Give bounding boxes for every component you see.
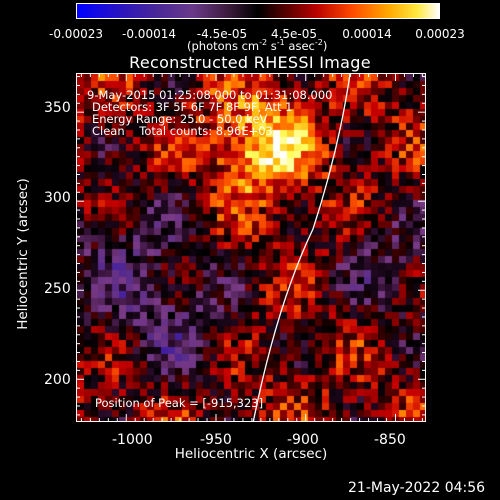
heatmap-image xyxy=(77,74,425,421)
y-axis-label: Heliocentric Y (arcsec) xyxy=(15,178,31,330)
colorbar xyxy=(76,3,440,19)
x-axis-label: Heliocentric X (arcsec) xyxy=(174,446,328,462)
colorbar-tick: 4.5e-05 xyxy=(270,27,318,41)
x-tick-label: -950 xyxy=(200,432,232,448)
solar-limb-line xyxy=(252,74,351,421)
x-tick-label: -1000 xyxy=(112,432,153,448)
units-sup: -1 xyxy=(276,38,285,47)
colorbar-tick: -4.5e-05 xyxy=(196,27,248,41)
time-range-label: 9-May-2015 01:25:08.000 to 01:31:08.000 xyxy=(87,88,333,102)
units-text: asec xyxy=(284,38,315,53)
y-tick-label: 200 xyxy=(44,372,71,388)
x-tick-label: -900 xyxy=(287,432,319,448)
colorbar-tick: -0.00023 xyxy=(49,27,103,41)
footer-timestamp: 21-May-2022 04:56 xyxy=(348,480,486,496)
image-title: Reconstructed RHESSI Image xyxy=(129,53,371,72)
plot-area: 9-May-2015 01:25:08.000 to 01:31:08.000 … xyxy=(76,73,426,422)
x-tick-label: -850 xyxy=(374,432,406,448)
units-text: (photons cm xyxy=(187,38,260,53)
units-text: s xyxy=(267,38,277,53)
colorbar-tick: 0.00023 xyxy=(415,27,465,41)
units-sup: -2 xyxy=(314,38,323,47)
units-sup: -2 xyxy=(259,38,268,47)
colorbar-units: (photons cm-2 s-1 asec-2) xyxy=(187,38,327,53)
limb-overlay xyxy=(252,74,351,421)
peak-position-label: Position of Peak = [-915,323] xyxy=(95,396,264,410)
colorbar-tick: -0.00014 xyxy=(122,27,176,41)
energy-range-label: Energy Range: 25.0 - 50.0 keV xyxy=(92,112,268,126)
detectors-label: Detectors: 3F 5F 6F 7F 8F 9F, Att 1 xyxy=(92,100,293,114)
colorbar-tick: 0.00014 xyxy=(342,27,392,41)
algorithm-label: Clean Total counts: 8.96E+03 xyxy=(92,124,273,138)
y-tick-label: 350 xyxy=(44,100,71,116)
y-tick-label: 250 xyxy=(44,281,71,297)
y-tick-label: 300 xyxy=(44,190,71,206)
units-text: ) xyxy=(322,38,328,53)
